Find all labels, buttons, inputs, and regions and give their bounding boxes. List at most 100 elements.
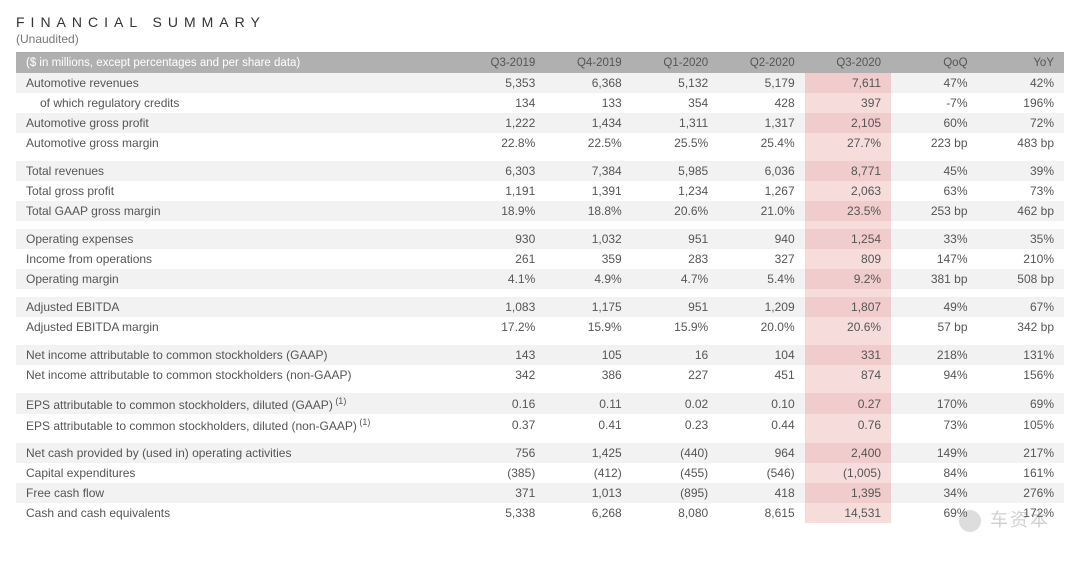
cell: 2,105 xyxy=(805,113,891,133)
column-header: Q2-2020 xyxy=(718,53,804,74)
cell: 951 xyxy=(632,297,718,317)
row-label: Cash and cash equivalents xyxy=(16,503,459,523)
row-label: Total GAAP gross margin xyxy=(16,201,459,221)
cell: 0.76 xyxy=(805,414,891,435)
table-row: EPS attributable to common stockholders,… xyxy=(16,414,1064,435)
cell: 49% xyxy=(891,297,977,317)
cell: 8,771 xyxy=(805,161,891,181)
row-label: Capital expenditures xyxy=(16,463,459,483)
cell: 1,191 xyxy=(459,181,545,201)
cell: 15.9% xyxy=(632,317,718,337)
cell: (412) xyxy=(545,463,631,483)
row-label: Adjusted EBITDA xyxy=(16,297,459,317)
cell: (455) xyxy=(632,463,718,483)
cell: 1,267 xyxy=(718,181,804,201)
cell: 5,338 xyxy=(459,503,545,523)
cell: 131% xyxy=(978,345,1064,365)
cell: 428 xyxy=(718,93,804,113)
row-label: of which regulatory credits xyxy=(16,93,459,113)
cell: 809 xyxy=(805,249,891,269)
cell: 20.0% xyxy=(718,317,804,337)
cell: 6,036 xyxy=(718,161,804,181)
cell: 210% xyxy=(978,249,1064,269)
cell: 172% xyxy=(978,503,1064,523)
cell: 170% xyxy=(891,393,977,414)
cell: 42% xyxy=(978,73,1064,93)
cell: 1,317 xyxy=(718,113,804,133)
cell: 451 xyxy=(718,365,804,385)
row-label: Net cash provided by (used in) operating… xyxy=(16,443,459,463)
table-row: Net income attributable to common stockh… xyxy=(16,365,1064,385)
row-label: Income from operations xyxy=(16,249,459,269)
cell: 15.9% xyxy=(545,317,631,337)
row-label: Adjusted EBITDA margin xyxy=(16,317,459,337)
table-header-row: ($ in millions, except percentages and p… xyxy=(16,53,1064,74)
cell: 147% xyxy=(891,249,977,269)
cell: 217% xyxy=(978,443,1064,463)
cell: 381 bp xyxy=(891,269,977,289)
cell: 22.5% xyxy=(545,133,631,153)
cell: (1,005) xyxy=(805,463,891,483)
cell: 7,611 xyxy=(805,73,891,93)
cell: 18.8% xyxy=(545,201,631,221)
column-header: Q3-2019 xyxy=(459,53,545,74)
row-label: EPS attributable to common stockholders,… xyxy=(16,393,459,414)
table-row: Net income attributable to common stockh… xyxy=(16,345,1064,365)
cell: 283 xyxy=(632,249,718,269)
cell: 14,531 xyxy=(805,503,891,523)
cell: 756 xyxy=(459,443,545,463)
table-row: Adjusted EBITDA1,0831,1759511,2091,80749… xyxy=(16,297,1064,317)
cell: 6,268 xyxy=(545,503,631,523)
table-row: Operating expenses9301,0329519401,25433%… xyxy=(16,229,1064,249)
cell: 342 bp xyxy=(978,317,1064,337)
table-row: Total GAAP gross margin18.9%18.8%20.6%21… xyxy=(16,201,1064,221)
cell: 67% xyxy=(978,297,1064,317)
table-row: Capital expenditures(385)(412)(455)(546)… xyxy=(16,463,1064,483)
cell: 1,395 xyxy=(805,483,891,503)
cell: 94% xyxy=(891,365,977,385)
cell: 4.1% xyxy=(459,269,545,289)
cell: 1,434 xyxy=(545,113,631,133)
cell: 930 xyxy=(459,229,545,249)
cell: 84% xyxy=(891,463,977,483)
cell: 261 xyxy=(459,249,545,269)
cell: 9.2% xyxy=(805,269,891,289)
cell: 8,080 xyxy=(632,503,718,523)
cell: (546) xyxy=(718,463,804,483)
column-header: Q4-2019 xyxy=(545,53,631,74)
cell: 342 xyxy=(459,365,545,385)
spacer-row xyxy=(16,435,1064,443)
cell: 143 xyxy=(459,345,545,365)
cell: 386 xyxy=(545,365,631,385)
cell: 25.4% xyxy=(718,133,804,153)
cell: 359 xyxy=(545,249,631,269)
cell: 45% xyxy=(891,161,977,181)
cell: 327 xyxy=(718,249,804,269)
cell: 21.0% xyxy=(718,201,804,221)
cell: 1,254 xyxy=(805,229,891,249)
spacer-row xyxy=(16,221,1064,229)
cell: 2,400 xyxy=(805,443,891,463)
cell: 8,615 xyxy=(718,503,804,523)
cell: 371 xyxy=(459,483,545,503)
cell: 69% xyxy=(978,393,1064,414)
cell: 33% xyxy=(891,229,977,249)
cell: 17.2% xyxy=(459,317,545,337)
spacer-row xyxy=(16,153,1064,161)
cell: 1,311 xyxy=(632,113,718,133)
cell: (895) xyxy=(632,483,718,503)
cell: 964 xyxy=(718,443,804,463)
cell: 276% xyxy=(978,483,1064,503)
cell: 462 bp xyxy=(978,201,1064,221)
cell: 1,175 xyxy=(545,297,631,317)
cell: 483 bp xyxy=(978,133,1064,153)
cell: 156% xyxy=(978,365,1064,385)
cell: 5,353 xyxy=(459,73,545,93)
cell: 149% xyxy=(891,443,977,463)
cell: 0.16 xyxy=(459,393,545,414)
row-label: Total gross profit xyxy=(16,181,459,201)
page-subtitle: (Unaudited) xyxy=(16,32,1064,46)
cell: 27.7% xyxy=(805,133,891,153)
cell: 18.9% xyxy=(459,201,545,221)
cell: 1,222 xyxy=(459,113,545,133)
